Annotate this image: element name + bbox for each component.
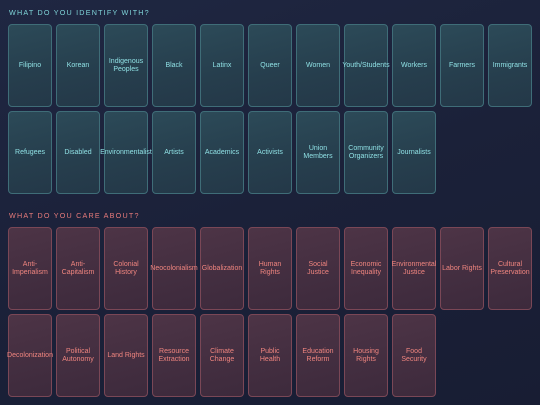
care-tile-label: Housing Rights (353, 347, 379, 363)
care-tile-label: Education Reform (302, 347, 334, 363)
care-tile-label: Political Autonomy (62, 347, 94, 363)
care-tile-decolonization[interactable]: Decolonization (7, 314, 53, 397)
identity-tile-label: Disabled (64, 148, 92, 156)
care-tile-label: Anti-Imperialism (12, 260, 48, 276)
care-tile-label: Neocolonialism (150, 264, 198, 272)
identity-tile-community-organizers[interactable]: Community Organizers (344, 111, 388, 194)
identity-tile-filipino[interactable]: Filipino (8, 24, 52, 107)
care-tile-education-reform[interactable]: Education Reform (296, 314, 340, 397)
identity-tile-label: Activists (257, 148, 283, 156)
identity-tile-environmentalist[interactable]: Environmentalist (100, 111, 152, 194)
care-tile-label: Resource Extraction (158, 347, 190, 363)
care-tile-label: Labor Rights (442, 264, 482, 272)
care-tile-label: Anti-Capitalism (61, 260, 95, 276)
care-tile-food-security[interactable]: Food Security (392, 314, 436, 397)
care-tile-label: Economic Inequality (350, 260, 382, 276)
identity-tile-indigenous-peoples[interactable]: Indigenous Peoples (104, 24, 148, 107)
identity-tile-label: Filipino (18, 61, 42, 69)
care-tile-colonial-history[interactable]: Colonial History (104, 227, 148, 310)
care-tile-political-autonomy[interactable]: Political Autonomy (56, 314, 100, 397)
identity-tile-label: Indigenous Peoples (108, 57, 144, 73)
identity-tile-label: Latinx (212, 61, 232, 69)
identity-tile-label: Community Organizers (348, 144, 384, 160)
care-tile-human-rights[interactable]: Human Rights (248, 227, 292, 310)
care-tile-label: Social Justice (307, 260, 329, 276)
care-section-title: WHAT DO YOU CARE ABOUT? (9, 211, 140, 220)
identity-tile-label: Queer (260, 61, 280, 69)
identity-tile-artists[interactable]: Artists (152, 111, 196, 194)
care-tile-land-rights[interactable]: Land Rights (104, 314, 148, 397)
care-tile-label: Colonial History (113, 260, 139, 276)
care-tile-label: Globalization (201, 264, 243, 272)
care-grid: Anti-Imperialism Anti-Capitalism Colonial … (7, 227, 532, 397)
identity-tile-label: Academics (204, 148, 240, 156)
identity-tile-disabled[interactable]: Disabled (56, 111, 100, 194)
care-tile-label: Decolonization (7, 351, 53, 359)
care-tile-globalization[interactable]: Globalization (200, 227, 244, 310)
care-tile-label: Public Health (259, 347, 281, 363)
identity-tile-label: Korean (66, 61, 90, 69)
identity-tile-label: Women (306, 61, 330, 69)
identity-tile-label: Journalists (397, 148, 431, 156)
identity-tile-label: Union Members (303, 144, 333, 160)
care-tile-labor-rights[interactable]: Labor Rights (440, 227, 484, 310)
care-tile-resource-extraction[interactable]: Resource Extraction (152, 314, 196, 397)
identity-tile-women[interactable]: Women (296, 24, 340, 107)
care-tile-label: Food Security (401, 347, 427, 363)
care-tile-social-justice[interactable]: Social Justice (296, 227, 340, 310)
care-tile-label: Environmental Justice (391, 260, 437, 276)
care-tile-cultural-preservation[interactable]: Cultural Preservation (488, 227, 532, 310)
care-tile-neocolonialism[interactable]: Neocolonialism (150, 227, 198, 310)
identity-tile-label: Environmentalist (100, 148, 152, 156)
identity-tile-label: Immigrants (492, 61, 528, 69)
identity-tile-workers[interactable]: Workers (392, 24, 436, 107)
identity-tile-farmers[interactable]: Farmers (440, 24, 484, 107)
identity-tile-queer[interactable]: Queer (248, 24, 292, 107)
identity-tile-youth-students[interactable]: Youth/Students (342, 24, 390, 107)
identity-tile-refugees[interactable]: Refugees (8, 111, 52, 194)
care-tile-anti-imperialism[interactable]: Anti-Imperialism (8, 227, 52, 310)
identity-tile-academics[interactable]: Academics (200, 111, 244, 194)
identity-tile-activists[interactable]: Activists (248, 111, 292, 194)
identity-tile-latinx[interactable]: Latinx (200, 24, 244, 107)
identity-tile-label: Youth/Students (342, 61, 390, 69)
care-tile-label: Human Rights (258, 260, 282, 276)
care-tile-anti-capitalism[interactable]: Anti-Capitalism (56, 227, 100, 310)
identity-tile-immigrants[interactable]: Immigrants (488, 24, 532, 107)
care-tile-public-health[interactable]: Public Health (248, 314, 292, 397)
care-tile-economic-inequality[interactable]: Economic Inequality (344, 227, 388, 310)
care-tile-climate-change[interactable]: Climate Change (200, 314, 244, 397)
identity-grid: Filipino Korean Indigenous Peoples Black Lat… (8, 24, 532, 194)
care-tile-environmental-justice[interactable]: Environmental Justice (392, 227, 436, 310)
identity-tile-label: Artists (164, 148, 184, 156)
identity-tile-label: Refugees (15, 148, 45, 156)
identity-tile-journalists[interactable]: Journalists (392, 111, 436, 194)
identity-tile-label: Workers (401, 61, 427, 69)
care-tile-housing-rights[interactable]: Housing Rights (344, 314, 388, 397)
care-tile-label: Land Rights (107, 351, 145, 359)
identity-tile-black[interactable]: Black (152, 24, 196, 107)
care-tile-label: Climate Change (209, 347, 235, 363)
identity-section-title: WHAT DO YOU IDENTIFY WITH? (9, 8, 150, 17)
care-tile-label: Cultural Preservation (490, 260, 530, 276)
identity-tile-label: Black (165, 61, 183, 69)
identity-tile-korean[interactable]: Korean (56, 24, 100, 107)
identity-tile-union-members[interactable]: Union Members (296, 111, 340, 194)
identity-tile-label: Farmers (448, 61, 476, 69)
